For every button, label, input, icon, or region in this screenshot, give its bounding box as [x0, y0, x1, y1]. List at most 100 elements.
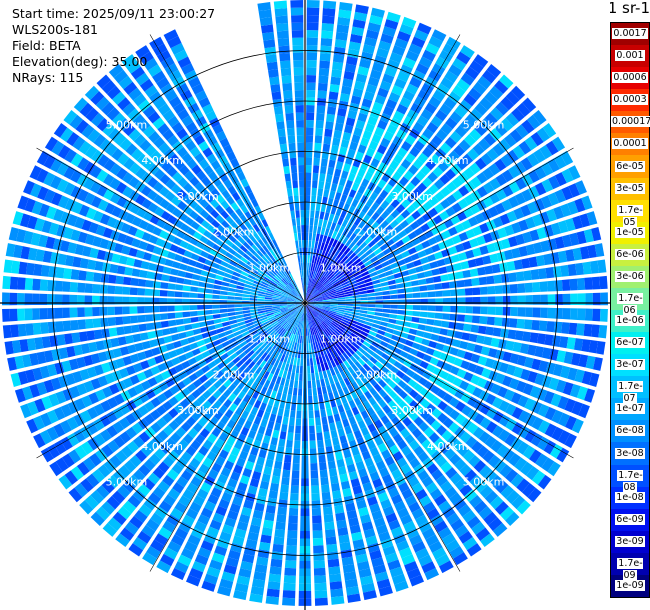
- beta-cell: [264, 512, 275, 522]
- beta-cell: [440, 76, 454, 90]
- beta-cell: [359, 241, 368, 250]
- beta-cell: [344, 368, 351, 377]
- beta-cell: [365, 281, 374, 287]
- beta-cell: [375, 308, 383, 313]
- beta-cell: [332, 374, 339, 383]
- beta-cell: [364, 337, 374, 345]
- beta-cell: [317, 265, 322, 274]
- beta-cell: [259, 402, 267, 412]
- beta-cell: [322, 8, 336, 17]
- beta-cell: [516, 441, 530, 455]
- beta-cell: [370, 7, 385, 18]
- beta-cell: [356, 321, 365, 327]
- beta-cell: [293, 75, 304, 83]
- beta-cell: [470, 176, 482, 189]
- beta-cell: [470, 374, 481, 385]
- beta-cell: [286, 537, 298, 546]
- beta-cell: [357, 264, 366, 271]
- beta-cell: [370, 158, 380, 168]
- beta-cell: [476, 186, 488, 198]
- beta-cell: [418, 317, 427, 324]
- beta-cell: [584, 277, 593, 290]
- beta-cell: [175, 318, 184, 326]
- beta-cell: [283, 165, 290, 175]
- beta-cell: [274, 334, 281, 342]
- beta-cell: [336, 251, 344, 259]
- beta-cell: [367, 252, 376, 260]
- beta-cell: [290, 402, 297, 411]
- beta-cell: [310, 288, 316, 295]
- beta-cell: [388, 91, 401, 103]
- beta-cell: [301, 343, 304, 351]
- beta-cell: [561, 279, 571, 291]
- beta-cell: [269, 566, 282, 575]
- beta-cell: [313, 309, 320, 315]
- beta-cell: [338, 276, 347, 283]
- beta-cell: [373, 234, 382, 243]
- beta-cell: [213, 410, 224, 421]
- beta-cell: [433, 319, 442, 327]
- beta-cell: [266, 61, 278, 71]
- beta-cell: [295, 425, 301, 434]
- beta-cell: [469, 238, 479, 248]
- beta-cell: [405, 262, 415, 269]
- beta-cell: [124, 266, 133, 276]
- beta-cell: [394, 182, 405, 193]
- beta-cell: [175, 284, 184, 291]
- beta-cell: [249, 593, 263, 603]
- beta-cell: [354, 339, 363, 347]
- beta-cell: [349, 265, 358, 272]
- beta-cell: [395, 342, 405, 350]
- beta-cell: [521, 257, 531, 269]
- beta-cell: [295, 210, 300, 218]
- beta-cell: [294, 82, 304, 91]
- beta-cell: [295, 105, 304, 113]
- beta-cell: [242, 375, 250, 384]
- beta-cell: [577, 293, 586, 306]
- beta-cell: [340, 265, 348, 272]
- beta-cell: [316, 316, 323, 323]
- beta-cell: [307, 295, 313, 301]
- beta-cell: [349, 141, 359, 151]
- beta-cell: [401, 488, 414, 500]
- beta-cell: [222, 425, 233, 436]
- beta-cell: [465, 383, 476, 395]
- beta-cell: [377, 144, 387, 155]
- beta-cell: [315, 233, 320, 242]
- beta-cell: [425, 403, 437, 414]
- beta-cell: [109, 263, 119, 274]
- beta-cell: [514, 330, 524, 341]
- beta-cell: [494, 501, 509, 515]
- beta-cell: [388, 284, 397, 290]
- beta-cell: [291, 349, 296, 358]
- beta-cell: [376, 268, 385, 275]
- beta-cell: [283, 409, 290, 418]
- beta-cell: [40, 264, 50, 277]
- beta-cell: [157, 480, 170, 493]
- beta-cell: [286, 348, 291, 356]
- beta-cell: [409, 146, 421, 158]
- beta-cell: [395, 319, 404, 326]
- beta-cell: [263, 39, 276, 49]
- beta-cell: [360, 297, 368, 301]
- beta-cell: [207, 405, 218, 416]
- beta-cell: [333, 413, 341, 423]
- beta-cell: [432, 214, 443, 225]
- beta-cell: [281, 338, 287, 346]
- beta-cell: [2, 324, 12, 339]
- beta-cell: [306, 22, 319, 31]
- beta-cell: [402, 90, 415, 102]
- beta-cell: [523, 319, 533, 330]
- beta-cell: [425, 277, 434, 284]
- beta-cell: [527, 487, 542, 503]
- beta-cell: [266, 451, 276, 461]
- beta-cell: [495, 296, 503, 305]
- beta-cell: [296, 127, 304, 136]
- beta-cell: [448, 422, 460, 434]
- beta-cell: [416, 182, 428, 193]
- beta-cell: [280, 423, 288, 433]
- beta-cell: [372, 101, 384, 112]
- beta-cell: [330, 304, 338, 307]
- beta-cell: [214, 545, 228, 557]
- beta-cell: [471, 440, 483, 453]
